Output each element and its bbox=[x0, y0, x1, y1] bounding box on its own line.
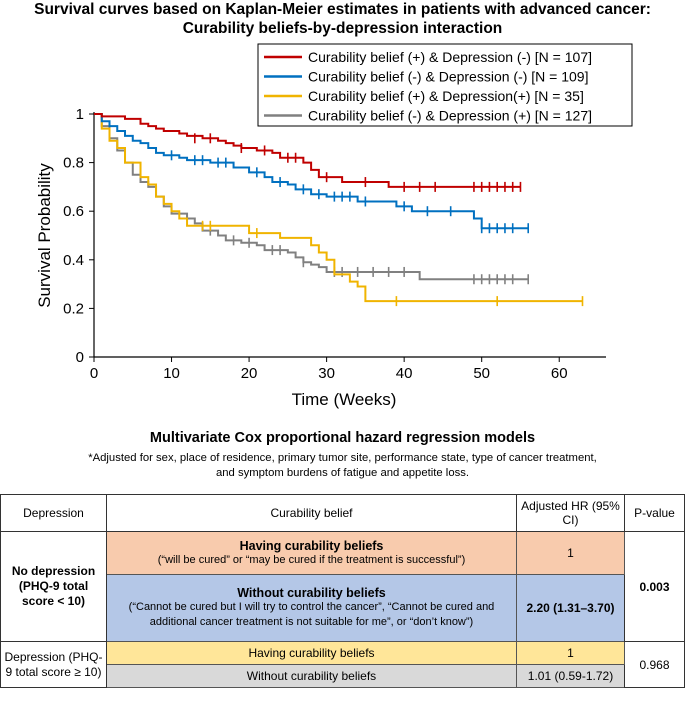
legend-label-0: Curability belief (+) & Depression (-) [… bbox=[308, 49, 592, 65]
y-tick-label: 1 bbox=[76, 106, 84, 123]
footnote-line-1: *Adjusted for sex, place of residence, p… bbox=[88, 452, 597, 464]
cell-without-beliefs-nodep: Without curability beliefs (“Cannot be c… bbox=[106, 574, 517, 642]
x-tick-label: 0 bbox=[90, 365, 98, 382]
header-adjusted-hr: Adjusted HR (95% CI) bbox=[516, 494, 625, 532]
chart-title-line-1: Survival curves based on Kaplan-Meier es… bbox=[34, 1, 651, 18]
cell-having-beliefs-dep: Having curability beliefs bbox=[106, 641, 517, 665]
x-axis-label: Time (Weeks) bbox=[292, 390, 397, 409]
x-tick-label: 50 bbox=[473, 365, 490, 382]
group-depression-label: Depression (PHQ-9 total score ≥ 10) bbox=[0, 641, 107, 688]
legend: Curability belief (+) & Depression (-) [… bbox=[257, 43, 633, 127]
table-header-row: Depression Curability belief Adjusted HR… bbox=[0, 494, 685, 532]
x-tick-label: 10 bbox=[163, 365, 180, 382]
chart-axes: 0 10 20 30 40 50 60 0 0.2 0.4 0.6 0.8 1 Time (Weeks) S… bbox=[35, 106, 606, 409]
table-row: Without curability beliefs 1.01 (0.59-1.… bbox=[1, 664, 685, 688]
footnote-line-2: and symptom burdens of fatigue and appet… bbox=[215, 467, 470, 479]
y-axis-label: Survival Probability bbox=[35, 163, 54, 308]
legend-label-2: Curability belief (+) & Depression(+) [N… bbox=[308, 88, 584, 104]
cox-regression-table: Depression Curability belief Adjusted HR… bbox=[0, 494, 685, 688]
series-line-1 bbox=[94, 113, 529, 230]
cell-without-beliefs-dep: Without curability beliefs bbox=[106, 664, 517, 688]
y-tick-label: 0.4 bbox=[63, 252, 84, 269]
x-tick-label: 30 bbox=[318, 365, 335, 382]
series-line-0 bbox=[94, 113, 521, 188]
y-tick-label: 0 bbox=[76, 349, 84, 366]
y-tick-label: 0.8 bbox=[63, 155, 84, 172]
table-row: No depression (PHQ-9 total score < 10) H… bbox=[0, 531, 685, 642]
hr-without-beliefs-dep: 1.01 (0.59-1.72) bbox=[516, 664, 625, 688]
y-tick-label: 0.6 bbox=[63, 203, 84, 220]
header-depression: Depression bbox=[0, 494, 107, 532]
without-beliefs-title: Without curability beliefs bbox=[237, 586, 386, 600]
cox-table-title: Multivariate Cox proportional hazard reg… bbox=[149, 430, 536, 446]
chart-title-line-2: Curability beliefs-by-depression interac… bbox=[182, 20, 503, 37]
legend-box bbox=[257, 43, 633, 127]
km-survival-chart: 0 10 20 30 40 50 60 0 0.2 0.4 0.6 0.8 1 Time (Weeks) S… bbox=[35, 43, 633, 409]
series-line-2 bbox=[94, 113, 583, 303]
x-tick-label: 20 bbox=[241, 365, 258, 382]
hr-having-beliefs-dep: 1 bbox=[516, 641, 625, 665]
table-row: Without curability beliefs (“Cannot be c… bbox=[1, 574, 685, 642]
series-layer bbox=[94, 113, 584, 307]
hr-without-beliefs-nodep: 2.20 (1.31–3.70) bbox=[516, 574, 625, 642]
y-tick-label: 0.2 bbox=[63, 300, 84, 317]
x-tick-label: 60 bbox=[551, 365, 568, 382]
pvalue-no-depression: 0.003 bbox=[624, 531, 685, 642]
group-no-depression-label: No depression (PHQ-9 total score < 10) bbox=[0, 531, 107, 642]
cell-having-beliefs-nodep: Having curability beliefs (“will be cure… bbox=[106, 531, 517, 575]
pvalue-depression: 0.968 bbox=[624, 641, 685, 688]
table-row: Depression (PHQ-9 total score ≥ 10) Havi… bbox=[0, 641, 685, 688]
legend-label-1: Curability belief (-) & Depression (-) [… bbox=[308, 69, 589, 85]
hr-having-beliefs-nodep: 1 bbox=[516, 531, 625, 575]
without-beliefs-desc: (“Cannot be cured but I will try to cont… bbox=[128, 601, 495, 628]
header-curability: Curability belief bbox=[106, 494, 517, 532]
legend-label-3: Curability belief (-) & Depression (+) [… bbox=[308, 108, 592, 124]
x-tick-label: 40 bbox=[396, 365, 413, 382]
having-beliefs-title: Having curability beliefs bbox=[239, 538, 384, 553]
having-beliefs-desc: (“will be cured” or “may be cured if the… bbox=[157, 553, 466, 566]
header-pvalue: P-value bbox=[624, 494, 685, 532]
